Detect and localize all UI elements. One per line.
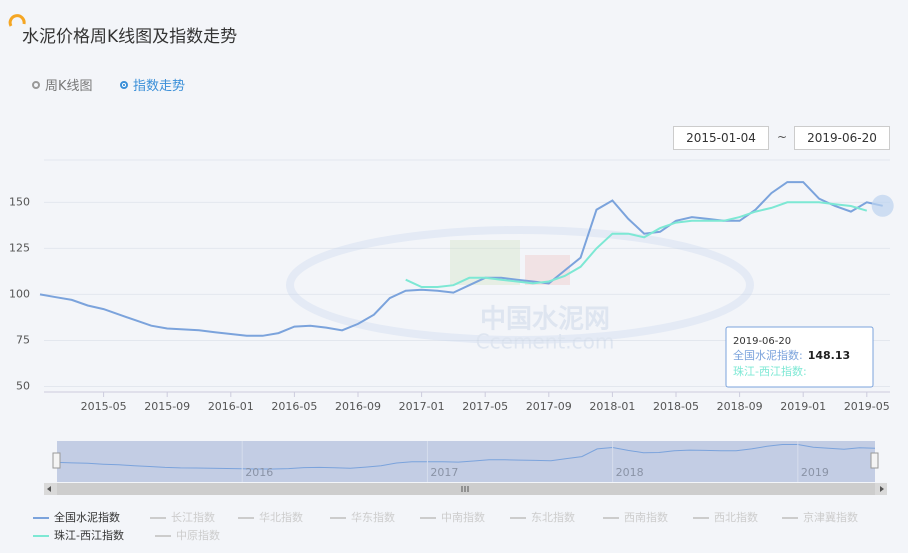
tooltip-box [725, 326, 874, 388]
x-tick-label: 2018-05 [653, 400, 699, 413]
legend-label: 中原指数 [176, 528, 220, 542]
y-tick-label: 125 [9, 241, 30, 254]
x-tick-label: 2015-05 [81, 400, 127, 413]
date-start[interactable]: 2015-01-04 [673, 126, 769, 150]
legend-label: 珠江-西江指数 [54, 528, 124, 542]
tooltip-value: 148.13 [808, 349, 850, 362]
legend-label: 全国水泥指数 [54, 510, 120, 524]
y-tick-label: 50 [16, 379, 30, 392]
scroll-arrow [880, 486, 884, 492]
hover-halo [871, 194, 894, 217]
tooltip-label: 珠江-西江指数: [733, 364, 807, 378]
watermark-text: 中国水泥网 [480, 305, 610, 335]
legend-item[interactable]: 全国水泥指数 [33, 510, 120, 524]
legend-item[interactable]: 中原指数 [155, 528, 220, 542]
x-tick-label: 2016-05 [271, 400, 317, 413]
legend-item[interactable]: 京津冀指数 [782, 510, 858, 524]
navigator-handle[interactable] [52, 452, 61, 469]
tooltip-label: 全国水泥指数: [733, 348, 803, 362]
navigator-label: 2019 [801, 466, 829, 479]
x-tick-label: 2015-09 [144, 400, 190, 413]
logo [8, 14, 26, 27]
legend-label: 华东指数 [351, 510, 395, 524]
scroll-grip [461, 486, 469, 492]
x-tick-label: 2017-01 [399, 400, 445, 413]
navigator-label: 2016 [245, 466, 273, 479]
scroll-arrow [47, 486, 51, 492]
legend-label: 西南指数 [624, 510, 668, 524]
legend-label: 东北指数 [531, 510, 575, 524]
legend-item[interactable]: 东北指数 [510, 510, 575, 524]
legend-item[interactable]: 华北指数 [238, 510, 303, 524]
x-tick-label: 2019-01 [780, 400, 826, 413]
series-line [405, 201, 868, 288]
legend-label: 中南指数 [441, 510, 485, 524]
legend-item[interactable]: 珠江-西江指数 [33, 528, 124, 542]
y-tick-label: 75 [16, 333, 30, 346]
legend-label: 西北指数 [714, 510, 758, 524]
series-line [39, 181, 883, 337]
range-separator: ~ [777, 130, 788, 144]
radio-kline[interactable]: 周K线图 [32, 75, 93, 94]
y-tick-label: 150 [9, 195, 30, 208]
legend-label: 京津冀指数 [803, 510, 858, 524]
scrollbar-thumb[interactable] [57, 483, 875, 495]
legend-label: 长江指数 [171, 510, 215, 524]
legend-item[interactable]: 长江指数 [150, 510, 215, 524]
date-end[interactable]: 2019-06-20 [794, 126, 890, 150]
x-tick-label: 2018-09 [717, 400, 763, 413]
x-tick-label: 2017-09 [526, 400, 572, 413]
tooltip-date: 2019-06-20 [733, 336, 791, 347]
watermark-block [525, 255, 570, 285]
legend-item[interactable]: 西南指数 [603, 510, 668, 524]
title: 水泥价格周K线图及指数走势 [22, 27, 238, 47]
legend-item[interactable]: 中南指数 [420, 510, 485, 524]
navigator-label: 2017 [430, 466, 458, 479]
watermark-ring [286, 226, 754, 344]
x-tick-label: 2016-01 [208, 400, 254, 413]
x-tick-label: 2018-01 [589, 400, 635, 413]
x-tick-label: 2019-05 [844, 400, 890, 413]
radio-index[interactable]: 指数走势 [120, 75, 185, 94]
radio-label: 指数走势 [133, 79, 186, 94]
y-tick-label: 100 [9, 287, 30, 300]
x-tick-label: 2017-05 [462, 400, 508, 413]
navigator-handle[interactable] [870, 452, 879, 469]
watermark-text: Ccement.com [476, 330, 615, 354]
x-tick-label: 2016-09 [335, 400, 381, 413]
radio-label: 周K线图 [45, 79, 93, 94]
legend-item[interactable]: 华东指数 [330, 510, 395, 524]
navigator-line [56, 444, 876, 470]
tooltip-row: 珠江-西江指数: [733, 364, 807, 378]
tooltip-row: 全国水泥指数: 148.13 [733, 348, 850, 362]
navigator-label: 2018 [616, 466, 644, 479]
legend-label: 华北指数 [259, 510, 303, 524]
legend-item[interactable]: 西北指数 [693, 510, 758, 524]
